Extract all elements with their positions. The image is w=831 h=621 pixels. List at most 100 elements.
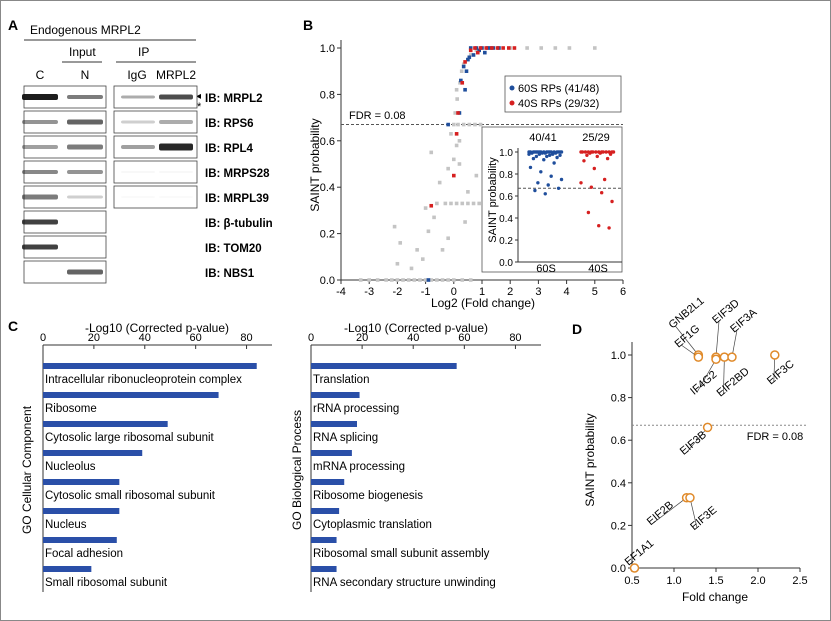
panel-c-bar	[43, 363, 257, 369]
panel-c-category-label: Small ribosomal subunit	[45, 577, 168, 589]
blot-label: IB: MRPS28	[205, 168, 270, 180]
panel-b-point	[460, 81, 465, 85]
panel-c-category-label: RNA splicing	[313, 432, 378, 444]
panel-b-point	[437, 180, 442, 185]
blot-band	[121, 120, 155, 124]
panel-d-point	[711, 354, 721, 365]
panel-b-point	[452, 173, 456, 178]
panel-b-y-tick-label: 0.4	[320, 182, 335, 194]
panel-a: Endogenous MRPL2 Input IP C N IgG MRPL2 …	[22, 23, 273, 284]
panel-b-point	[454, 143, 459, 148]
blot-band	[22, 170, 58, 174]
panel-b-point	[490, 46, 494, 50]
panel-d-y-tick-label: 1.0	[611, 350, 626, 362]
panel-b-point	[395, 278, 400, 282]
panel-b-point	[395, 261, 400, 266]
panel-c-x-tick-label: 80	[240, 332, 252, 344]
panel-b-x-tick-label: -1	[421, 286, 431, 298]
panel-c-x-tick-label: 60	[458, 332, 470, 344]
inset-point	[546, 183, 550, 187]
inset-category-40s: 40S	[588, 263, 608, 275]
panel-b-point	[471, 53, 476, 57]
panel-b-point	[389, 278, 394, 282]
panel-c-x-tick-label: 80	[509, 332, 521, 344]
blot-band	[159, 120, 193, 124]
inset-point	[589, 185, 594, 189]
panel-b-point	[484, 46, 489, 50]
blot-band	[22, 219, 58, 225]
inset-category-60s: 60S	[536, 263, 556, 275]
blot-band	[67, 144, 103, 150]
inset-y-tick-label: 0.8	[499, 170, 513, 181]
panel-b-point	[460, 201, 465, 206]
blot-band	[22, 244, 58, 250]
panel-b-point	[415, 248, 419, 252]
blot-band	[159, 143, 193, 151]
panel-b-point	[483, 50, 487, 55]
panel-b-point	[384, 278, 388, 282]
inset-point	[555, 155, 559, 160]
panel-b-point	[458, 81, 462, 85]
inset-point	[553, 151, 558, 155]
panel-b-point	[420, 257, 425, 261]
inset-point	[558, 153, 562, 157]
panel-d-axes: 0.5 1.0 1.5 2.0 2.5 0.0 0.2 0.4 0.6 0.8 1.0	[611, 342, 808, 587]
panel-d-leader-line	[696, 359, 717, 393]
blot-band	[67, 95, 103, 99]
panel-c-left-chart: 0 20 40 60 80 Intracellular ribonucleoprotein…	[40, 332, 272, 592]
panel-c-left-title: -Log10 (Corrected p-value)	[85, 321, 229, 335]
panel-c-category-label: Nucleus	[45, 519, 87, 531]
panel-b-point	[468, 48, 473, 53]
panel-b-point	[474, 48, 479, 53]
panel-d-y-tick-label: 0.6	[611, 435, 626, 447]
panel-d-y-tick-label: 0.2	[611, 520, 626, 532]
panel-c-x-tick-label: 60	[190, 332, 202, 344]
panel-c-category-label: Focal adhesion	[45, 548, 123, 560]
inset-point	[533, 188, 537, 193]
panel-b-y-tick-label: 0.8	[320, 89, 335, 101]
inset-point	[579, 181, 583, 185]
panel-d-x-tick-label: 1.5	[708, 575, 723, 587]
panel-c-bar	[43, 421, 168, 427]
blot-ip-frame	[113, 160, 198, 184]
blot-band	[121, 145, 155, 149]
inset-point	[543, 151, 547, 155]
panel-d-x-tick-label: 2.0	[750, 575, 765, 587]
inset-point	[528, 165, 533, 170]
panel-b-point	[525, 46, 529, 50]
panel-b-point	[539, 46, 544, 50]
panel-b: SAINT probability Log2 (Fold change) -4-…	[308, 40, 626, 310]
inset-point	[607, 226, 611, 230]
panel-b-point	[567, 46, 572, 50]
panel-b-point	[506, 46, 511, 50]
panel-d-x-tick-label: 1.0	[666, 575, 681, 587]
blot-input-frame	[23, 135, 107, 159]
panel-b-point	[467, 122, 472, 127]
inset-point	[604, 150, 608, 154]
inset-point	[598, 151, 602, 155]
panel-b-point	[398, 241, 403, 245]
panel-b-point	[401, 278, 405, 282]
panel-a-group-input: Input	[69, 45, 96, 59]
inset-point	[556, 150, 561, 154]
panel-b-y-tick-label: 0.6	[320, 136, 335, 148]
panel-c-x-tick-label: 20	[356, 332, 368, 344]
inset-point	[608, 152, 613, 156]
panel-b-axes: -4 -3 -2 -1 0 1 2 3 4 5 6 0.0 0.2 0.4 0.6 0.8 1.0	[320, 40, 626, 298]
blot-band	[159, 196, 193, 198]
panel-b-point	[423, 278, 428, 282]
inset-point	[586, 210, 591, 215]
panel-b-fdr-label: FDR = 0.08	[349, 110, 406, 122]
panel-c-category-label: Nucleolus	[45, 461, 96, 473]
panel-b-y-tick-label: 1.0	[320, 43, 335, 55]
panel-b-point	[446, 122, 450, 127]
inset-point	[534, 154, 539, 159]
panel-c-category-label: Translation	[313, 374, 369, 386]
panel-b-point	[501, 46, 505, 50]
panel-c-bar	[43, 450, 143, 456]
panel-b-point	[406, 278, 411, 282]
panel-b-point	[375, 278, 380, 282]
panel-b-x-tick-label: 3	[535, 286, 541, 298]
panel-b-point	[475, 50, 480, 55]
inset-point	[545, 154, 549, 159]
